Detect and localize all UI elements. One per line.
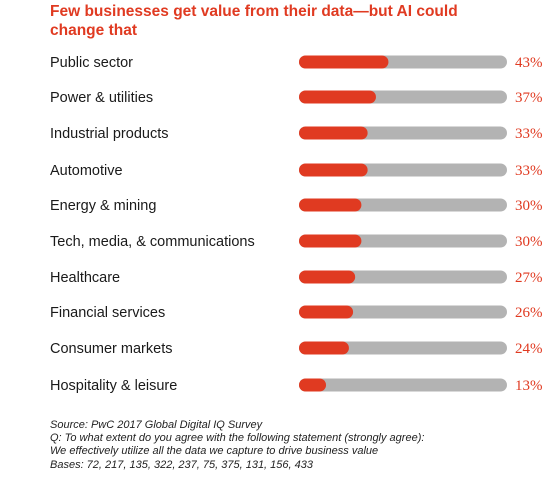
category-label: Financial services — [50, 305, 165, 321]
bar — [299, 378, 327, 392]
source-note: Source: PwC 2017 Global Digital IQ Surve… — [50, 419, 550, 472]
value-label: 30% — [515, 234, 543, 250]
bar — [299, 126, 368, 140]
bar — [299, 198, 362, 212]
value-label: 13% — [515, 378, 543, 394]
category-label: Tech, media, & communications — [50, 234, 255, 250]
bar — [299, 234, 362, 248]
bar — [299, 270, 356, 284]
category-label: Automotive — [50, 163, 123, 179]
bar — [299, 341, 349, 355]
value-label: 33% — [515, 126, 543, 142]
bar-track — [299, 341, 507, 355]
category-label: Hospitality & leisure — [50, 378, 177, 394]
category-label: Healthcare — [50, 270, 120, 286]
category-label: Industrial products — [50, 126, 168, 142]
bar-track — [299, 378, 507, 392]
value-label: 37% — [515, 90, 543, 106]
bar — [299, 163, 368, 177]
value-label: 30% — [515, 198, 543, 214]
bar — [299, 55, 389, 69]
category-label: Energy & mining — [50, 198, 156, 214]
value-label: 33% — [515, 163, 543, 179]
category-label: Consumer markets — [50, 341, 172, 357]
bases-line: Bases: 72, 217, 135, 322, 237, 75, 375, … — [50, 458, 313, 471]
bar — [299, 90, 376, 104]
question-line: Q: To what extent do you agree with the … — [50, 432, 425, 445]
value-label: 43% — [515, 55, 543, 71]
value-label: 24% — [515, 341, 543, 357]
source-line: Source: PwC 2017 Global Digital IQ Surve… — [50, 419, 263, 431]
category-label: Public sector — [50, 55, 133, 71]
bar — [299, 305, 354, 319]
statement-line: We effectively utilize all the data we c… — [50, 445, 379, 458]
value-label: 26% — [515, 305, 543, 321]
chart-title: Few businesses get value from their data… — [50, 3, 458, 39]
category-label: Power & utilities — [50, 90, 153, 106]
value-label: 27% — [515, 270, 543, 286]
